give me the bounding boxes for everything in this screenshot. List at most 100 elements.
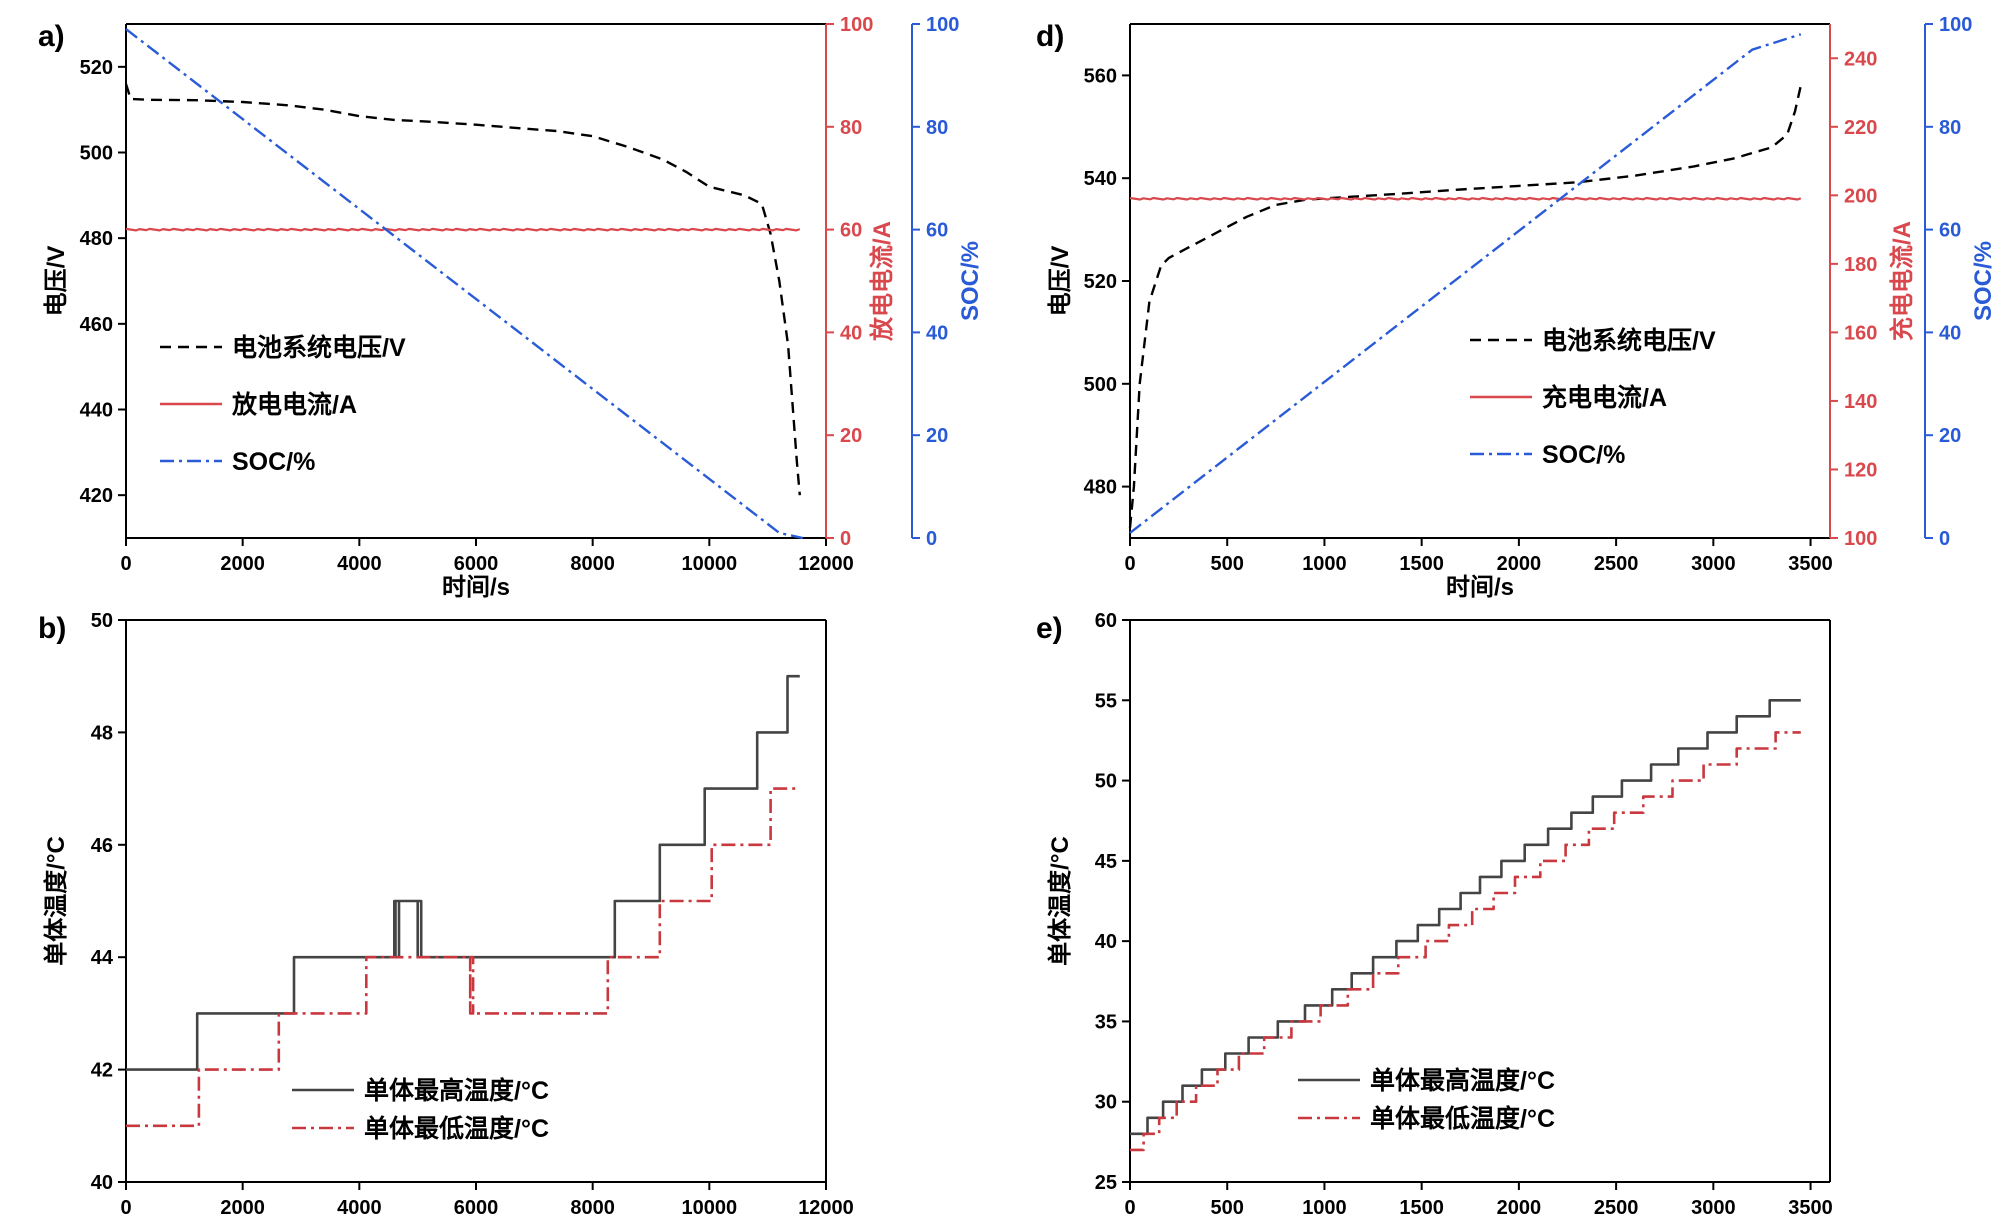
series-line-current (125, 227, 801, 232)
y-tick-label-soc: 60 (926, 220, 948, 242)
y-tick-label-soc: 60 (1939, 220, 1961, 242)
legend-label: SOC/% (232, 448, 315, 476)
y-tick-label-current: 120 (1844, 459, 1877, 481)
y-tick-label: 40 (1095, 931, 1117, 953)
y-tick-label-soc: 40 (1939, 322, 1961, 344)
x-tick-label: 3500 (1788, 1197, 1833, 1218)
y-tick-label: 25 (1095, 1172, 1117, 1194)
panel-label: e) (1036, 612, 1063, 645)
x-tick-label: 3000 (1691, 1197, 1736, 1218)
x-tick-label: 2000 (1497, 553, 1542, 575)
y-tick-label: 55 (1095, 690, 1117, 712)
x-tick-label: 12000 (798, 553, 854, 575)
legend-label: 电池系统电压/V (232, 333, 406, 362)
y-tick-label-current: 220 (1844, 117, 1877, 139)
y-tick-label: 520 (80, 57, 113, 79)
y-tick-label: 42 (91, 1060, 113, 1082)
series-line-soc (1129, 33, 1802, 534)
y-axis-title-soc: SOC/% (957, 241, 984, 321)
x-tick-label: 4000 (337, 553, 382, 575)
series-line-max-temp (126, 674, 800, 1071)
x-tick-label: 12000 (798, 1197, 854, 1218)
legend-label: SOC/% (1542, 441, 1625, 469)
y-axis-title-left: 单体温度/°C (42, 836, 70, 966)
y-tick-label: 480 (1084, 477, 1117, 499)
y-tick-label: 540 (1084, 168, 1117, 190)
y-tick-label: 35 (1095, 1011, 1117, 1033)
x-tick-label: 10000 (682, 553, 738, 575)
y-tick-label: 420 (80, 485, 113, 507)
y-axis-title-soc: SOC/% (1970, 241, 1997, 321)
x-tick-label: 500 (1211, 1197, 1244, 1218)
y-tick-label-current: 60 (840, 220, 862, 242)
y-tick-label: 50 (1095, 771, 1117, 793)
x-tick-label: 1500 (1399, 1197, 1444, 1218)
y-tick-label-current: 40 (840, 322, 862, 344)
series-line-soc (125, 28, 803, 540)
x-tick-label: 6000 (454, 1197, 499, 1218)
x-tick-label: 1500 (1399, 553, 1444, 575)
y-tick-label: 440 (80, 400, 113, 422)
legend-label: 单体最高温度/°C (1370, 1066, 1555, 1095)
y-tick-label-current: 100 (840, 14, 873, 36)
y-tick-label: 46 (91, 835, 113, 857)
y-tick-label: 500 (1084, 374, 1117, 396)
series-line-max-temp (1130, 699, 1801, 1136)
x-tick-label: 0 (1124, 553, 1135, 575)
plot-frame (1129, 619, 1831, 1183)
legend-label: 单体最低温度/°C (1370, 1104, 1555, 1133)
y-tick-label-current: 200 (1844, 185, 1877, 207)
y-axis-title-left: 电压/V (1047, 246, 1074, 317)
x-tick-label: 0 (1124, 1197, 1135, 1218)
y-tick-label: 44 (91, 947, 114, 969)
x-tick-label: 2000 (220, 1197, 265, 1218)
y-tick-label: 60 (1095, 610, 1117, 632)
series-line-current (1129, 196, 1802, 201)
x-tick-label: 8000 (570, 1197, 615, 1218)
y-tick-label: 480 (80, 228, 113, 250)
x-tick-label: 8000 (570, 553, 615, 575)
y-tick-label: 30 (1095, 1092, 1117, 1114)
y-tick-label: 560 (1084, 65, 1117, 87)
y-tick-label: 50 (91, 610, 113, 632)
y-axis-title-left: 电压/V (43, 246, 70, 317)
series-line-voltage (1128, 85, 1802, 528)
panel-label: a) (38, 20, 65, 53)
legend: 单体最高温度/°C 单体最低温度/°C (1298, 1066, 1555, 1133)
y-tick-label-soc: 100 (926, 14, 959, 36)
x-tick-label: 2500 (1594, 553, 1639, 575)
y-axis-title-current: 放电电流/A (868, 221, 896, 342)
legend: 电池系统电压/V 充电电流/A SOC/% (1470, 326, 1716, 469)
y-tick-label-soc: 80 (926, 117, 948, 139)
y-tick-label-current: 100 (1844, 528, 1877, 550)
y-tick-label-soc: 20 (926, 425, 948, 447)
legend-label: 电池系统电压/V (1542, 326, 1716, 355)
x-tick-label: 0 (120, 553, 131, 575)
x-axis-title: 时间/s (1446, 574, 1514, 601)
y-axis-title-current: 充电电流/A (1888, 221, 1916, 341)
x-axis-title: 时间/s (442, 574, 510, 601)
x-tick-label: 2000 (1497, 1197, 1542, 1218)
y-tick-label-current: 20 (840, 425, 862, 447)
y-tick-label-current: 140 (1844, 391, 1877, 413)
x-tick-label: 6000 (454, 553, 499, 575)
y-tick-label: 520 (1084, 271, 1117, 293)
legend-label: 放电电流/A (231, 390, 357, 419)
y-tick-label: 500 (80, 143, 113, 165)
plot-frame (1129, 23, 1830, 539)
y-tick-label: 460 (80, 314, 113, 336)
y-tick-label-soc: 80 (1939, 117, 1961, 139)
panel-label: d) (1036, 20, 1064, 53)
y-tick-label-soc: 0 (1939, 528, 1950, 550)
chart-panel-e: 0 500 1000 1500 2000 2500 3000 3500 25 30 35 40 45 50… (1036, 610, 1833, 1218)
y-tick-label-current: 240 (1844, 48, 1877, 70)
chart-panel-b: 0 2000 4000 6000 8000 10000 12000 40 42 44 46 48 50 b… (38, 610, 854, 1218)
series-line-voltage (124, 83, 801, 496)
y-axis-title-left: 单体温度/°C (1046, 836, 1074, 966)
y-tick-label-current: 180 (1844, 254, 1877, 276)
y-tick-label: 40 (91, 1172, 113, 1194)
x-tick-label: 2000 (220, 553, 265, 575)
series-line-min-temp (126, 787, 800, 1128)
x-tick-label: 0 (120, 1197, 131, 1218)
y-tick-label-current: 0 (840, 528, 851, 550)
